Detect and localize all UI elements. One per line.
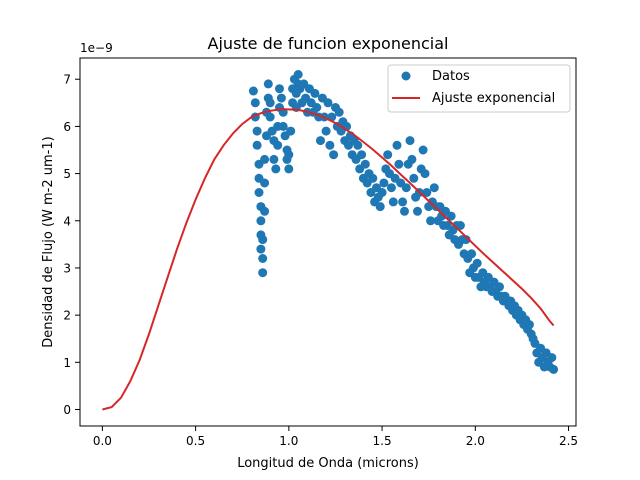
data-point-137 [461, 235, 471, 245]
data-point-22 [265, 98, 275, 108]
data-point-101 [394, 159, 404, 169]
data-point-103 [398, 197, 408, 207]
data-point-57 [312, 103, 322, 112]
y-tick-label-7: 7 [63, 73, 71, 87]
data-point-40 [286, 126, 296, 136]
axes-frame [79, 57, 577, 427]
data-point-0 [248, 86, 258, 96]
series-ajuste-exponencial-line [102, 108, 555, 411]
x-tick-label-4: 2.0 [466, 434, 485, 448]
data-point-95 [383, 150, 393, 160]
data-point-92 [377, 188, 387, 197]
data-point-13 [258, 268, 268, 278]
y-axis-label: Densidad de Flujo (W m-2 um-1) [41, 136, 56, 347]
data-point-39 [284, 150, 294, 160]
x-tick-label-3: 1.5 [373, 434, 392, 448]
data-point-93 [379, 178, 389, 188]
data-point-11 [256, 244, 266, 254]
legend-marker-datos [401, 71, 411, 81]
data-point-105 [401, 183, 411, 193]
data-point-63 [323, 98, 333, 108]
legend-label-ajuste: Ajuste exponencial [432, 91, 555, 106]
data-point-116 [422, 188, 432, 197]
data-point-32 [276, 93, 286, 103]
data-point-108 [407, 154, 417, 164]
y-tick-label-2: 2 [63, 309, 71, 323]
data-point-140 [467, 249, 477, 259]
data-point-14 [258, 235, 268, 245]
data-point-118 [426, 216, 436, 226]
data-point-3 [252, 126, 262, 136]
data-point-97 [386, 183, 396, 193]
data-point-16 [260, 178, 270, 188]
y-tick-label-0: 0 [63, 403, 71, 417]
data-point-114 [418, 145, 428, 155]
data-point-120 [429, 183, 439, 193]
data-point-87 [368, 173, 378, 183]
data-point-38 [284, 164, 294, 174]
legend: Datos Ajuste exponencial [387, 64, 571, 113]
data-point-62 [321, 126, 331, 136]
data-point-129 [446, 211, 456, 221]
data-point-109 [409, 173, 419, 183]
y-axis: 0 1 2 3 4 5 6 7 [63, 73, 80, 417]
data-point-27 [271, 164, 281, 174]
data-point-115 [420, 169, 430, 179]
data-point-64 [325, 140, 335, 150]
data-point-183 [547, 353, 557, 363]
data-point-155 [495, 282, 504, 292]
data-point-171 [524, 320, 534, 330]
data-point-15 [260, 206, 270, 216]
legend-box [387, 64, 571, 113]
data-point-28 [273, 140, 283, 150]
x-axis-label: Longitud de Onda (microns) [237, 456, 419, 471]
data-point-31 [275, 84, 284, 94]
data-point-69 [334, 107, 344, 117]
data-point-59 [316, 136, 325, 146]
data-point-66 [329, 150, 339, 160]
x-axis: 0.0 0.5 1.0 1.5 2.0 2.5 [93, 426, 578, 448]
data-point-104 [400, 206, 409, 216]
data-point-9 [256, 216, 266, 226]
data-point-91 [375, 202, 385, 212]
data-point-1 [250, 98, 260, 108]
y-tick-label-4: 4 [63, 214, 71, 228]
data-point-23 [265, 112, 275, 122]
x-tick-label-5: 2.5 [559, 434, 578, 448]
chart-title: Ajuste de funcion exponencial [208, 34, 449, 53]
x-tick-label-2: 1.0 [279, 434, 298, 448]
data-point-12 [258, 254, 268, 263]
legend-label-datos: Datos [432, 69, 470, 84]
series-datos [248, 70, 559, 374]
data-point-111 [413, 206, 422, 216]
data-point-7 [254, 188, 264, 197]
data-point-98 [388, 197, 398, 207]
x-tick-label-1: 0.5 [186, 434, 205, 448]
y-offset-label: 1e−9 [80, 41, 113, 55]
data-point-47 [293, 70, 303, 79]
data-point-26 [269, 154, 279, 164]
data-point-134 [455, 221, 465, 230]
y-tick-label-3: 3 [63, 261, 71, 275]
data-point-184 [549, 364, 559, 374]
data-point-4 [252, 140, 262, 150]
data-point-107 [405, 136, 415, 146]
data-point-17 [260, 154, 270, 164]
data-point-34 [278, 121, 288, 131]
data-point-81 [357, 150, 367, 160]
y-tick-label-1: 1 [63, 356, 71, 370]
data-layer [102, 70, 559, 411]
data-point-100 [392, 140, 402, 150]
y-tick-label-6: 6 [63, 120, 71, 134]
data-point-143 [472, 258, 482, 268]
data-point-83 [360, 159, 370, 169]
data-point-21 [263, 79, 273, 89]
data-point-79 [353, 140, 363, 150]
y-tick-label-5: 5 [63, 167, 71, 181]
x-tick-label-0: 0.0 [93, 434, 112, 448]
data-point-56 [310, 88, 320, 98]
plot-area [79, 57, 577, 427]
